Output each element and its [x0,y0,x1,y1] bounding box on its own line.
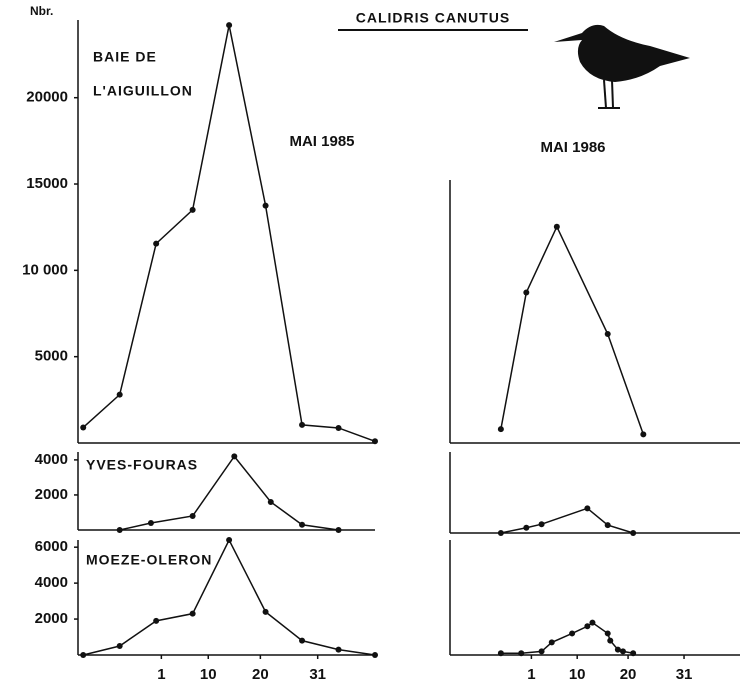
data-point [538,648,545,655]
data-point [640,431,647,438]
data-point [335,424,342,431]
data-point [153,617,160,624]
data-point [589,619,596,626]
x-tick-label: 1 [157,666,165,683]
series-line [500,224,645,435]
panel-subtitle: MAI 1986 [540,139,605,156]
data-point [614,646,621,653]
site-label: BAIE DE [93,49,157,65]
data-point [80,652,87,658]
site-label: YVES-FOURAS [86,457,198,473]
data-point [147,519,154,526]
y-tick-label: 4000 [35,574,68,591]
data-point [189,206,196,213]
data-point [604,522,611,529]
data-point [584,623,591,630]
y-tick-label: 6000 [35,538,68,555]
data-point [523,524,530,531]
data-point [569,630,576,637]
data-point [226,22,233,29]
y-tick-label: 15000 [26,175,68,192]
data-point [553,223,560,230]
data-point [262,202,269,209]
data-point [538,521,545,528]
y-axis-label: Nbr. [30,4,53,18]
site-label: MOEZE-OLERON [86,552,212,568]
data-point [518,650,525,657]
data-point [299,521,306,528]
data-point [619,648,626,655]
x-tick-label: 10 [200,666,217,683]
x-tick-label: 20 [620,666,637,683]
y-tick-label: 2000 [35,610,68,627]
data-point [116,527,123,533]
x-tick-label: 1 [527,666,535,683]
data-point [299,637,306,644]
data-point [189,610,196,617]
data-point [584,505,591,512]
panel-subtitle: MAI 1985 [289,133,354,150]
data-point [226,537,233,543]
data-point [630,530,637,536]
data-point [497,530,504,536]
series-line [500,621,634,654]
x-tick-label: 31 [309,666,326,683]
data-point [607,637,614,644]
x-tick-label: 31 [676,666,693,683]
data-point [189,512,196,519]
data-point [630,650,637,657]
y-tick-label: 4000 [35,451,68,468]
data-point [497,426,504,433]
figure-title: CALIDRIS CANUTUS [356,10,510,26]
data-point [372,438,378,445]
data-point [372,652,378,658]
data-point [267,498,274,505]
y-tick-label: 10 000 [22,261,68,278]
data-point [335,646,342,653]
data-point [153,240,160,247]
y-tick-label: 5000 [35,348,68,365]
data-point [299,421,306,428]
data-point [116,643,123,650]
x-tick-label: 10 [569,666,586,683]
data-point [604,330,611,337]
y-tick-label: 2000 [35,486,68,503]
data-point [548,639,555,646]
data-point [497,650,504,657]
data-point [116,391,123,398]
data-point [604,630,611,637]
data-point [335,527,342,533]
data-point [80,424,87,431]
bird-icon [554,24,690,109]
data-point [231,453,238,460]
x-tick-label: 20 [252,666,269,683]
series-line [500,507,634,534]
data-point [523,289,530,296]
data-point [262,608,269,615]
site-label: L'AIGUILLON [93,83,193,99]
y-tick-label: 20000 [26,89,68,106]
